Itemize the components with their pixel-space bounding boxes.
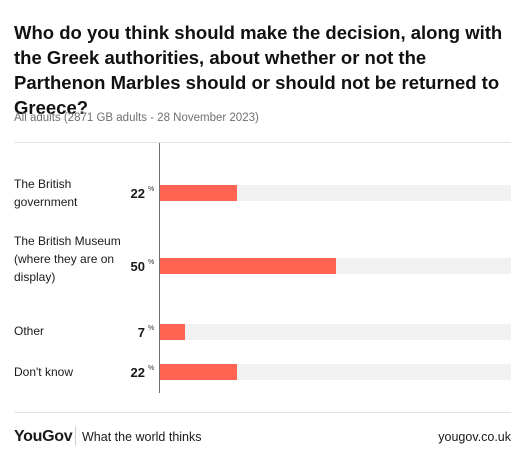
bar <box>160 258 336 274</box>
value-label: 22 <box>130 365 145 380</box>
category-label: The British government <box>14 177 78 209</box>
value-label: 50 <box>130 259 145 274</box>
percent-sign: % <box>148 259 155 266</box>
bar-track <box>160 258 511 274</box>
category-label: Don't know <box>14 365 73 379</box>
yougov-logo: YouGov <box>14 428 73 445</box>
bar <box>160 324 185 340</box>
bottom-divider <box>14 412 511 413</box>
value-label: 22 <box>130 186 145 201</box>
chart-title: Who do you think should make the decisio… <box>14 22 503 118</box>
chart-subtitle: All adults (2871 GB adults - 28 November… <box>14 112 259 124</box>
percent-sign: % <box>148 365 155 372</box>
bar-track <box>160 324 511 340</box>
footer-divider <box>75 426 76 446</box>
percent-sign: % <box>148 325 155 332</box>
value-label: 7 <box>137 325 145 340</box>
bar <box>160 185 238 201</box>
bar <box>160 364 238 380</box>
percent-sign: % <box>148 186 155 193</box>
bar-track <box>160 185 511 201</box>
category-label: Other <box>14 324 45 338</box>
top-divider <box>14 142 511 143</box>
category-label: The British Museum (where they are on di… <box>14 234 121 284</box>
footer-tagline: What the world thinks <box>82 430 202 444</box>
chart-axis-line <box>159 143 160 393</box>
footer-url[interactable]: yougov.co.uk <box>438 430 511 444</box>
bar-chart: The British government 22% The British Mus… <box>0 143 525 411</box>
bar-track <box>160 364 511 380</box>
